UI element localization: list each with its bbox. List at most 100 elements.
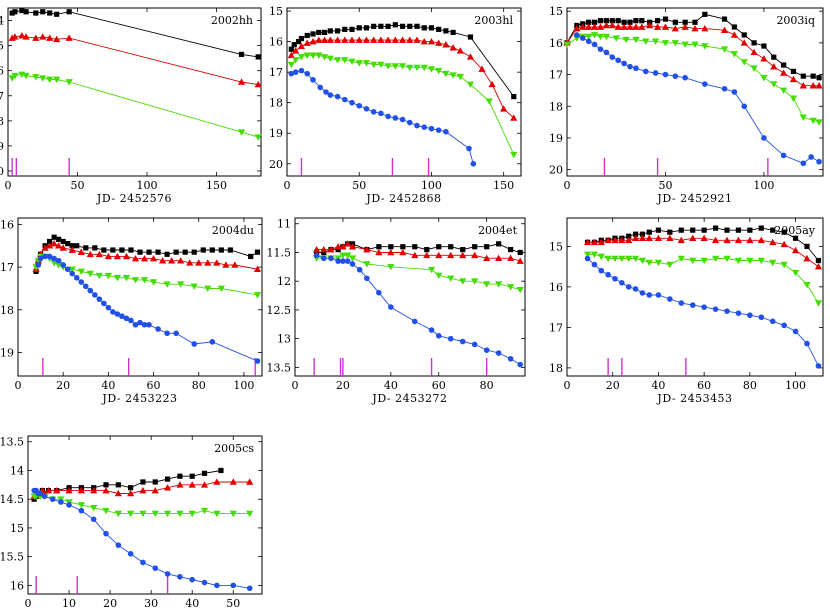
data-point (334, 93, 341, 100)
y-tick-label: 14.5 (0, 493, 24, 506)
data-point (391, 63, 399, 70)
data-point (789, 95, 798, 102)
data-point (672, 19, 678, 25)
data-point (413, 36, 421, 43)
data-point (597, 253, 605, 261)
data-point (238, 51, 245, 57)
data-point (626, 233, 632, 239)
data-point (585, 33, 593, 41)
data-point (691, 25, 699, 32)
data-point (483, 281, 491, 288)
panel-2002hh: 0 50 100 150 14 15 16 17 18 19 20 2002hh JD- 2452576 (0, 7, 262, 205)
y-tick-label: 15 (0, 40, 4, 53)
data-point (516, 287, 524, 294)
data-point (182, 249, 188, 255)
data-point (420, 64, 428, 72)
data-point (590, 238, 599, 246)
data-point (320, 246, 328, 253)
data-point (348, 255, 357, 262)
x-tick-label: 0 (564, 179, 571, 192)
data-point (190, 283, 198, 290)
data-point (632, 286, 639, 292)
data-point (646, 229, 652, 235)
data-point (585, 38, 592, 45)
data-point (90, 486, 98, 494)
y-tick-label: 16 (549, 37, 563, 50)
data-point (711, 236, 720, 244)
x-tick-label: 30 (144, 597, 158, 610)
data-point (22, 33, 30, 40)
data-point (53, 76, 61, 84)
data-point (327, 28, 333, 34)
data-point (770, 81, 778, 88)
data-point (291, 42, 297, 48)
data-point (639, 231, 646, 237)
data-point (92, 245, 98, 251)
data-point (356, 102, 363, 109)
data-point (427, 266, 436, 274)
series-green (287, 52, 518, 159)
data-point (37, 255, 44, 262)
data-point (355, 36, 363, 43)
data-point (11, 72, 19, 80)
series-line-green (35, 255, 258, 296)
data-point (377, 36, 385, 43)
data-point (177, 281, 185, 288)
data-point (413, 64, 421, 72)
data-point (222, 261, 230, 268)
data-point (18, 31, 26, 39)
data-point (246, 585, 253, 592)
data-point (449, 44, 457, 51)
data-point (804, 243, 810, 249)
data-point (735, 310, 742, 317)
y-tick-label: 16 (0, 65, 4, 78)
data-point (65, 241, 71, 247)
data-point (370, 36, 378, 43)
data-point (692, 19, 698, 25)
data-point (790, 68, 797, 74)
data-point (615, 18, 621, 24)
data-point (741, 103, 748, 110)
series-blue (313, 252, 524, 368)
data-point (66, 502, 72, 508)
panel-title: 2002hh (211, 14, 253, 27)
data-point (392, 22, 398, 28)
data-point (339, 252, 347, 259)
data-point (712, 306, 719, 312)
data-point (702, 81, 708, 87)
data-point (297, 42, 306, 49)
data-point (341, 96, 348, 103)
data-point (230, 582, 237, 589)
data-point (140, 277, 149, 284)
data-point (447, 251, 455, 259)
data-point (315, 52, 323, 59)
data-point (620, 23, 628, 30)
panel-2004du: 0 20 40 60 80 100 16 17 18 19 2004du JD- 2453223 (0, 217, 263, 405)
data-point (615, 57, 621, 64)
data-point (632, 23, 640, 30)
data-point (149, 279, 158, 286)
data-point (292, 47, 300, 54)
data-point (176, 510, 184, 518)
x-tick-label: 0 (25, 597, 32, 610)
series-blue (574, 32, 822, 167)
data-point (201, 579, 208, 586)
data-point (602, 33, 610, 41)
data-point (443, 128, 449, 135)
data-point (119, 247, 125, 253)
data-point (734, 236, 743, 244)
data-point (213, 478, 221, 485)
data-point (751, 40, 757, 46)
data-point (428, 327, 435, 333)
data-point (442, 70, 450, 78)
data-point (799, 82, 807, 89)
data-point (287, 51, 295, 59)
data-point (612, 275, 618, 282)
data-point (391, 36, 399, 43)
data-point (35, 262, 42, 268)
data-point (815, 82, 823, 89)
data-point (645, 259, 653, 267)
x-tick-label: 150 (206, 179, 227, 192)
data-point (78, 507, 85, 514)
data-point (177, 573, 183, 580)
